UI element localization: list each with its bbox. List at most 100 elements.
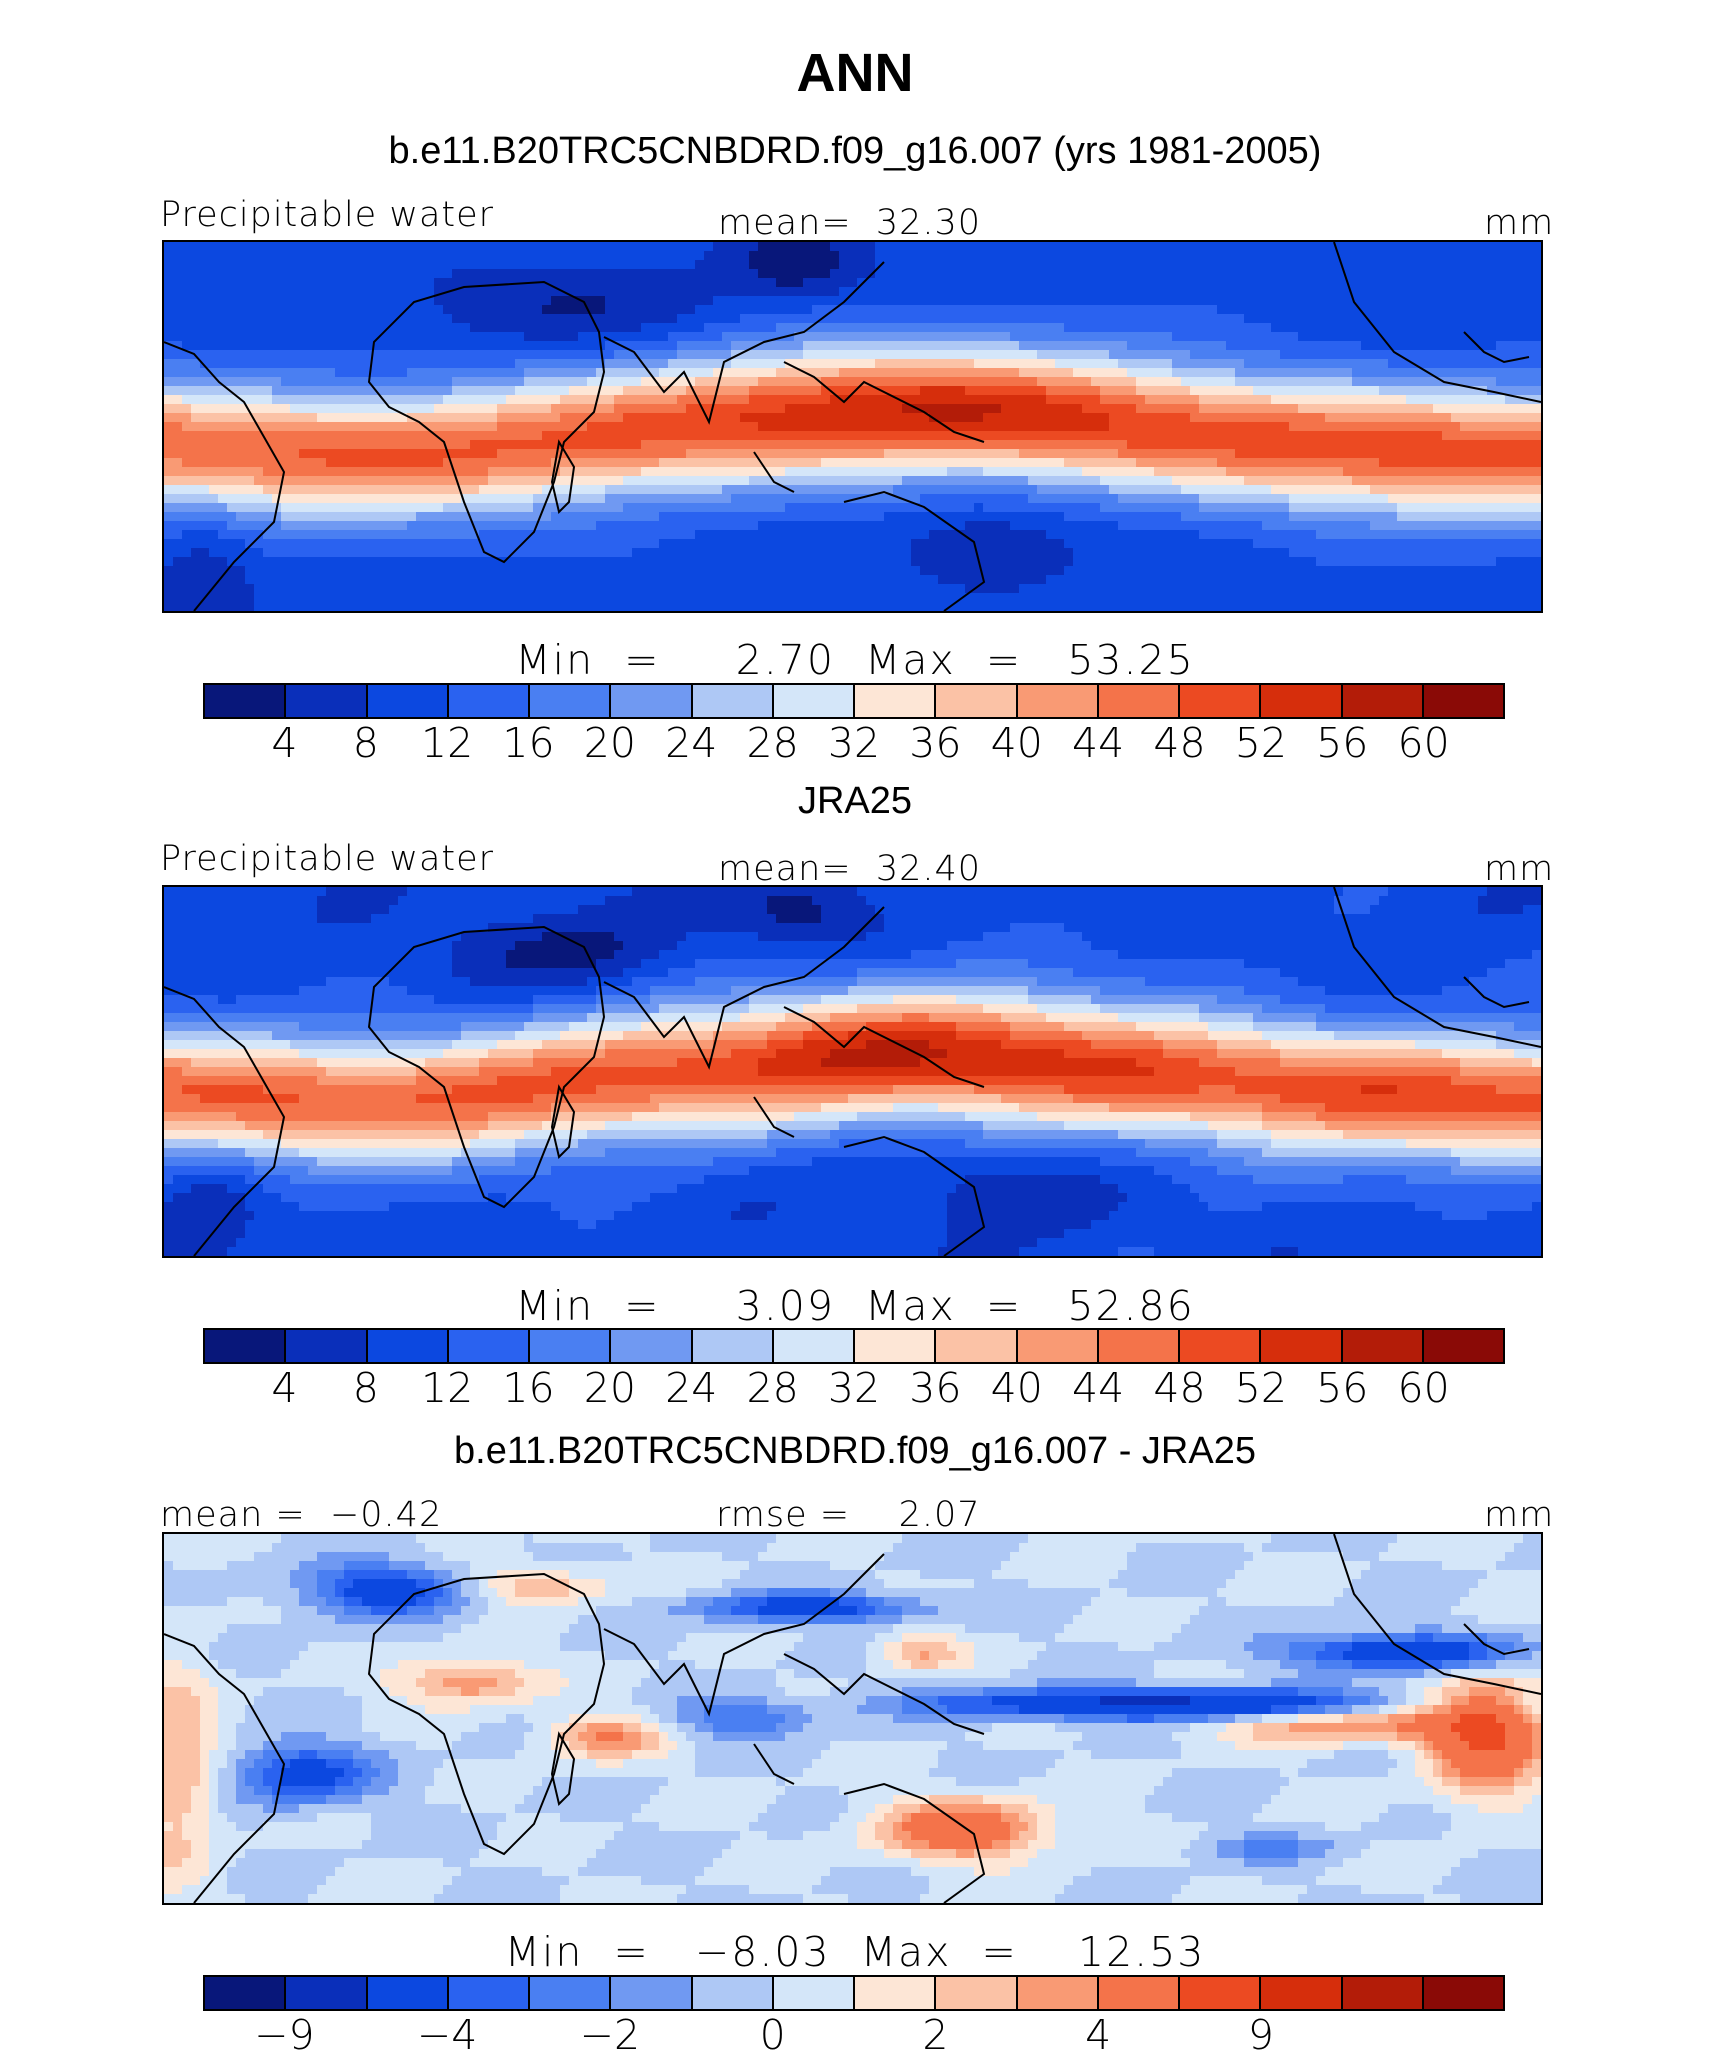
coastline: [753, 1743, 795, 1785]
colorbar-swatch: [773, 1977, 855, 2009]
panel-3-map: [162, 1532, 1543, 1905]
colorbar-tick-label: 16: [502, 719, 555, 767]
colorbar-swatch: [611, 1330, 693, 1362]
colorbar-swatch: [692, 1330, 774, 1362]
coastline: [1463, 1623, 1530, 1656]
colorbar-tick-label: −4: [416, 2011, 478, 2059]
colorbar-swatch: [1261, 685, 1343, 717]
colorbar-swatch: [205, 1330, 287, 1362]
colorbar-swatch: [855, 685, 937, 717]
colorbar-swatch: [1180, 1330, 1262, 1362]
colorbar-tick-label: 0: [759, 2011, 786, 2059]
panel-3-colorbar-ticks: −9 −4 −2 0 2 4 9: [0, 2015, 1710, 2060]
world-map-precipitable-water: [164, 242, 1541, 611]
colorbar-tick-label: 20: [583, 1364, 636, 1412]
coastline: [1463, 331, 1530, 364]
colorbar-swatch: [611, 1977, 693, 2009]
colorbar-tick-label: 48: [1153, 719, 1206, 767]
colorbar-swatch: [1017, 685, 1099, 717]
field-contours: [164, 1534, 1541, 1903]
coastline: [603, 906, 885, 1070]
coastline: [783, 1653, 985, 1735]
panel-2-variable-label: Precipitable water: [160, 839, 495, 879]
colorbar-swatch: [1098, 1977, 1180, 2009]
colorbar-tick-label: 32: [827, 1364, 881, 1412]
panel-1-mean-label: mean= 32.30: [718, 203, 982, 243]
colorbar-swatch: [1017, 1977, 1099, 2009]
coastline: [783, 361, 985, 443]
coastline: [603, 1553, 885, 1717]
colorbar-swatch: [367, 1977, 449, 2009]
colorbar-swatch: [1342, 1330, 1424, 1362]
coastline: [843, 1782, 986, 1903]
colorbar-tick-label: 36: [909, 719, 962, 767]
colorbar-tick-label: 4: [271, 1364, 298, 1412]
coastline: [1333, 887, 1541, 1048]
coastline: [164, 341, 286, 611]
colorbar-tick-label: 20: [583, 719, 636, 767]
colorbar-tick-label: 24: [665, 1364, 718, 1412]
panel-1-title: b.e11.B20TRC5CNBDRD.f09_g16.007 (yrs 198…: [388, 130, 1322, 172]
coastline: [367, 1572, 606, 1856]
colorbar-swatch: [1261, 1977, 1343, 2009]
colorbar-tick-label: 28: [746, 719, 799, 767]
panel-2-title: JRA25: [797, 780, 913, 822]
colorbar-swatch: [1180, 1977, 1262, 2009]
panel-1-units-label: mm: [1484, 203, 1555, 243]
colorbar-swatch: [1423, 1330, 1503, 1362]
colorbar-swatch: [530, 1977, 612, 2009]
panel-3-mean-label: mean = −0.42: [160, 1495, 443, 1535]
colorbar-swatch: [936, 1977, 1018, 2009]
colorbar-swatch: [286, 1977, 368, 2009]
colorbar-tick-label: 24: [665, 719, 718, 767]
colorbar-swatch: [692, 685, 774, 717]
panel-3-units-label: mm: [1484, 1495, 1555, 1535]
colorbar-swatch: [936, 1330, 1018, 1362]
coastline: [550, 1084, 576, 1159]
coastline: [843, 490, 986, 611]
colorbar-swatch: [1098, 1330, 1180, 1362]
colorbar-tick-label: 8: [352, 719, 379, 767]
panel-2-colorbar: [203, 1328, 1505, 1364]
panel-1-min-max: Min = 2.70 Max = 53.25: [515, 636, 1195, 684]
colorbar-swatch: [286, 685, 368, 717]
coastline: [753, 1096, 795, 1138]
panel-1-colorbar: [203, 683, 1505, 719]
colorbar-swatch: [530, 1330, 612, 1362]
panel-2-colorbar-ticks: 4 8 12 16 20 24 28 32 36 40 44 48 52 56 60: [0, 1368, 1710, 1413]
colorbar-swatch: [367, 1330, 449, 1362]
colorbar-tick-label: 8: [352, 1364, 379, 1412]
world-map-difference: [164, 1534, 1541, 1903]
colorbar-swatch: [1261, 1330, 1343, 1362]
colorbar-swatch: [1098, 685, 1180, 717]
colorbar-tick-label: 4: [1085, 2011, 1112, 2059]
coastline: [603, 261, 885, 425]
panel-2-min-max: Min = 3.09 Max = 52.86: [515, 1282, 1195, 1330]
panel-2-map: [162, 885, 1543, 1258]
panel-1-colorbar-ticks: 4 8 12 16 20 24 28 32 36 40 44 48 52 56 60: [0, 723, 1710, 768]
colorbar-tick-label: −9: [254, 2011, 315, 2059]
colorbar-tick-label: 56: [1316, 1364, 1369, 1412]
colorbar-tick-label: 40: [990, 719, 1043, 767]
colorbar-tick-label: −2: [579, 2011, 641, 2059]
figure-title: ANN: [796, 43, 914, 103]
coastline: [783, 1006, 985, 1088]
coastline: [843, 1135, 986, 1256]
colorbar-swatch: [855, 1977, 937, 2009]
panel-3-title: b.e11.B20TRC5CNBDRD.f09_g16.007 - JRA25: [454, 1430, 1256, 1472]
colorbar-swatch: [448, 1977, 530, 2009]
colorbar-tick-label: 9: [1247, 2011, 1274, 2059]
coastline: [753, 451, 795, 493]
colorbar-swatch: [1017, 1330, 1099, 1362]
colorbar-tick-label: 32: [827, 719, 881, 767]
panel-3-colorbar: [203, 1975, 1505, 2011]
coastline: [164, 1633, 286, 1903]
world-map-precipitable-water: [164, 887, 1541, 1256]
colorbar-tick-label: 60: [1397, 719, 1450, 767]
colorbar-tick-label: 2: [922, 2011, 949, 2059]
panel-1-map: [162, 240, 1543, 613]
colorbar-swatch: [530, 685, 612, 717]
coastline: [367, 925, 606, 1209]
colorbar-swatch: [286, 1330, 368, 1362]
colorbar-tick-label: 44: [1072, 1364, 1125, 1412]
